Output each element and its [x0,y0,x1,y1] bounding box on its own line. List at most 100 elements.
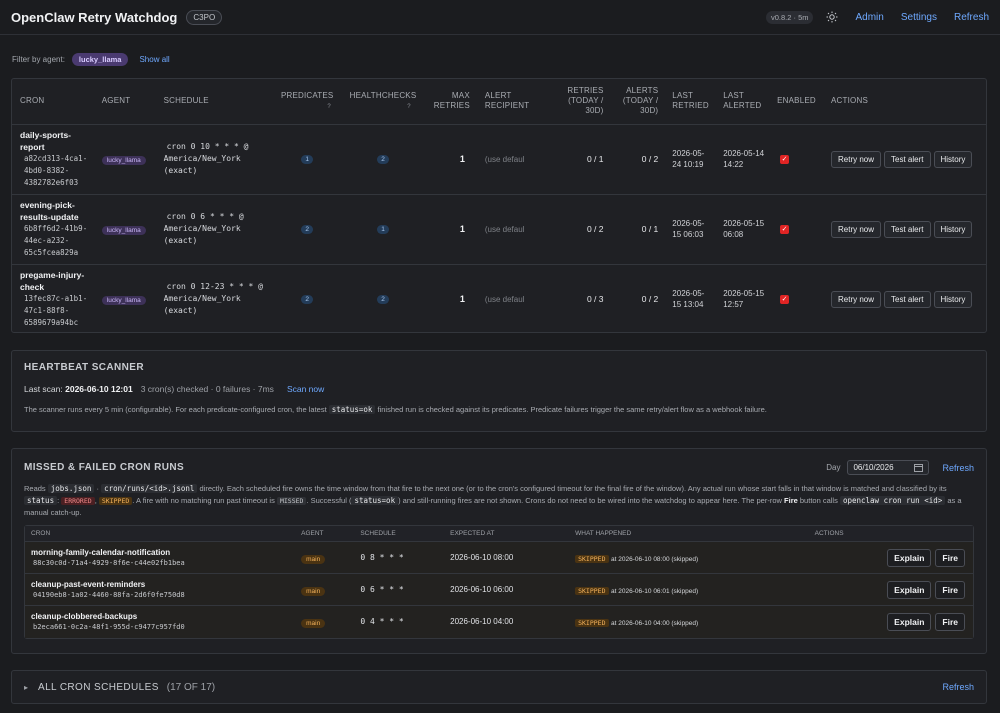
max-retries-value: 1 [459,294,465,305]
admin-link[interactable]: Admin [855,11,884,23]
test-alert-button[interactable]: Test alert [884,220,931,238]
day-date-input[interactable]: 06/10/2026 [847,460,930,475]
agent-filter: Filter by agent: lucky_llama Show all [12,53,170,66]
col-schedule: SCHEDULE [163,79,274,125]
scan-now-button[interactable]: Scan now [286,384,325,394]
missed-runs-panel: MISSED & FAILED CRON RUNS Day 06/10/2026… [11,448,987,654]
missed-tag: MISSED [276,496,307,505]
fire-button[interactable]: Fire [935,580,965,599]
last-scan-line: Last scan: 2026-06-10 12:01 3 cron(s) ch… [24,384,974,394]
explain-button[interactable]: Explain [887,548,932,567]
predicates-count[interactable]: 2 [301,225,314,234]
agent-filter-chip[interactable]: lucky_llama [71,53,129,66]
alerts-cell: 0 / 2 [607,264,664,334]
healthchecks-help-icon[interactable]: ? [407,104,411,110]
col-retries: RETRIES (TODAY / 30D) [548,79,608,125]
recipient-value: (use defaul [484,154,525,164]
alerts-cell: 0 / 2 [607,124,665,195]
enabled-checkbox[interactable]: ✓ [780,295,790,305]
cron-name-l1: evening-pick- [20,200,75,210]
missed-cron-id: 04190eb8-1a02-4460-88fa-2d6f0fe750d8 [33,590,185,599]
theme-toggle-icon[interactable] [826,11,838,23]
last-scan-value: 2026-06-10 12:01 [65,384,133,394]
cron-name: evening-pick- results-update [20,199,102,223]
fire-button[interactable]: Fire [935,548,965,567]
missed-expected: 2026-06-10 04:00 [450,605,576,638]
enabled-checkbox[interactable]: ✓ [780,155,790,164]
host-badge: C3PO [186,9,223,25]
test-alert-button[interactable]: Test alert [884,150,931,168]
enabled-checkbox[interactable]: ✓ [780,225,790,234]
hb-desc-code: status=ok [328,405,376,414]
history-button[interactable]: History [933,290,973,308]
sched-l3: (exact) [163,236,198,245]
chevron-right-icon[interactable]: ▸ [24,682,29,692]
md-p3: directly. Each scheduled fire owns the t… [199,484,947,493]
last-retried-cell: 2026-05- 15 13:04 [664,264,717,334]
healthchecks-cell: 2 [341,124,425,195]
all-schedules-count: (17 OF 17) [166,681,216,693]
col-max-retries-l2: RETRIES [433,101,470,111]
agent-pill: lucky_llama [101,155,146,165]
cron-table-panel: CRON AGENT SCHEDULE PREDICATES ? HEALTHC… [11,78,987,333]
all-schedules-refresh[interactable]: Refresh [942,682,974,692]
healthchecks-count[interactable]: 2 [377,295,390,305]
all-schedules-panel[interactable]: ▸ ALL CRON SCHEDULES (17 OF 17) Refresh [11,670,987,704]
col-last-retried: LAST RETRIED [664,79,718,125]
max-retries-cell: 1 [424,124,478,195]
retries-cell: 0 / 2 [548,194,608,265]
last-alerted-cell: 2026-05-15 06:08 [717,194,772,265]
fire-button[interactable]: Fire [935,612,965,631]
agent-pill: lucky_llama [101,295,146,305]
predicates-count[interactable]: 2 [301,295,314,305]
retry-now-button[interactable]: Retry now [831,290,882,308]
col-max-retries: MAX RETRIES [424,79,478,125]
predicates-help-icon[interactable]: ? [327,104,331,110]
schedule-cell: cron 0 10 * * * @ America/New_York (exac… [163,124,274,195]
retry-now-button[interactable]: Retry now [831,220,882,238]
healthchecks-cell: 2 [341,264,425,334]
cron-name-l2: report [20,142,45,152]
missed-status-tag: SKIPPED [575,586,609,595]
cron-name: daily-sports- report [20,129,102,153]
missed-cron-name: cleanup-clobbered-backups [31,611,138,621]
cron-id-l2: 4bd0-8382- [24,166,70,175]
explain-button[interactable]: Explain [887,580,932,599]
missed-status-tag: SKIPPED [575,618,609,627]
settings-link[interactable]: Settings [900,11,937,23]
calendar-icon[interactable] [914,463,924,472]
cron-id-l1: 13fec87c-a1b1- [24,294,88,304]
recipient-value: (use defaul [484,294,525,304]
history-button[interactable]: History [933,150,973,168]
cron-table: CRON AGENT SCHEDULE PREDICATES ? HEALTHC… [12,79,986,334]
col-retries-l1: RETRIES [567,86,604,96]
test-alert-button[interactable]: Test alert [884,290,931,308]
col-last-alerted-l1: LAST [723,91,745,101]
missed-refresh-link[interactable]: Refresh [942,462,974,473]
cron-cell: evening-pick- results-update 6b8ff6d2-41… [12,194,102,265]
heartbeat-scanner-panel: HEARTBEAT SCANNER Last scan: 2026-06-10 … [11,350,987,432]
cron-id-l1: 6b8ff6d2-41b9- [24,224,88,233]
app-title: OpenClaw Retry Watchdog [11,9,178,25]
all-schedules-title[interactable]: ALL CRON SCHEDULES [38,681,159,693]
predicates-count[interactable]: 1 [301,155,314,164]
healthchecks-count[interactable]: 2 [377,155,390,164]
retry-now-button[interactable]: Retry now [831,150,882,168]
last-alerted-cell: 2026-05-14 14:22 [717,124,772,195]
top-bar: OpenClaw Retry Watchdog C3PO v0.8.2 · 5m… [0,0,1000,35]
m-what-cell: SKIPPED at 2026-06-10 06:01 (skipped) [575,573,811,606]
retries-value: 0 / 3 [586,294,604,305]
history-button[interactable]: History [933,220,973,238]
refresh-link[interactable]: Refresh [953,11,989,23]
missed-detail: at 2026-06-10 04:00 (skipped) [611,619,699,627]
missed-agent-pill: main [301,586,326,596]
explain-button[interactable]: Explain [887,612,932,631]
show-all-link[interactable]: Show all [139,55,170,64]
agent-cell: lucky_llama [101,194,164,265]
missed-row: cleanup-past-event-reminders 04190eb8-1a… [25,573,973,606]
max-retries-cell: 1 [424,194,478,265]
last-alerted-l2: 12:57 [723,300,744,310]
version-badge: v0.8.2 · 5m [765,10,814,24]
healthchecks-count[interactable]: 1 [377,225,390,234]
day-label: Day [826,463,841,472]
